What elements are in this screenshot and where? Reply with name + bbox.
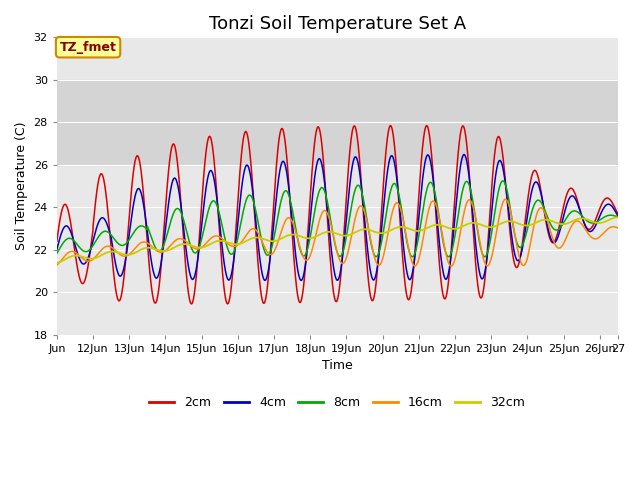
Legend: 2cm, 4cm, 8cm, 16cm, 32cm: 2cm, 4cm, 8cm, 16cm, 32cm (145, 391, 531, 414)
X-axis label: Time: Time (322, 359, 353, 372)
Title: Tonzi Soil Temperature Set A: Tonzi Soil Temperature Set A (209, 15, 466, 33)
Text: TZ_fmet: TZ_fmet (60, 41, 116, 54)
Bar (57, 80, 618, 165)
Y-axis label: Soil Temperature (C): Soil Temperature (C) (15, 121, 28, 250)
